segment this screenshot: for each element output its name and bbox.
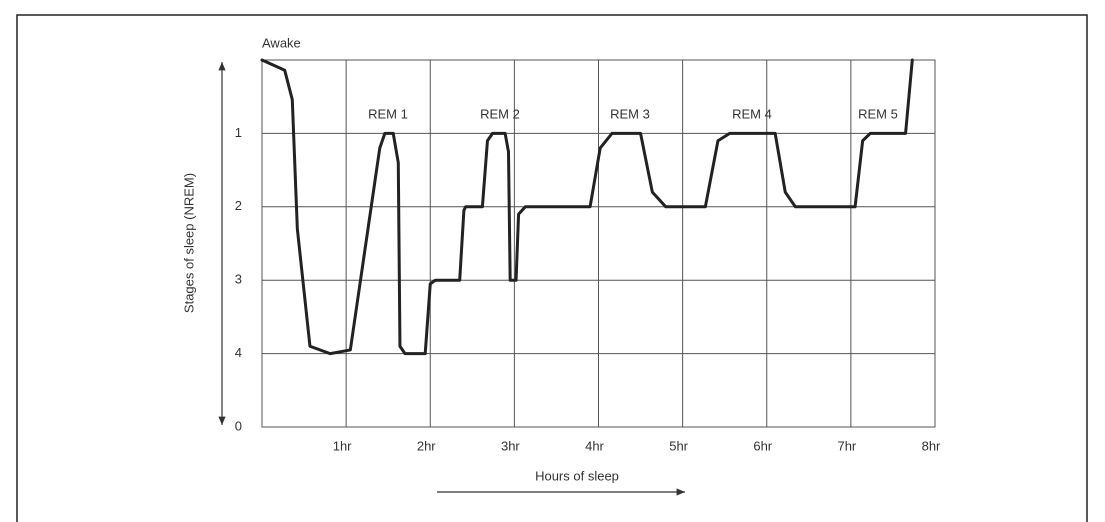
- y-tick-label: 2: [235, 198, 242, 213]
- y-tick-label: Awake: [262, 35, 301, 50]
- x-tick-label: 5hr: [669, 438, 688, 453]
- y-tick-label: 4: [235, 345, 242, 360]
- annotation: REM 1: [368, 106, 408, 121]
- x-axis-label: Hours of sleep: [535, 468, 619, 483]
- x-tick-label: 1hr: [333, 438, 352, 453]
- annotation: REM 2: [480, 106, 520, 121]
- x-tick-label: 3hr: [501, 438, 520, 453]
- annotation: REM 4: [732, 106, 772, 121]
- y-axis-label: Stages of sleep (NREM): [181, 173, 196, 313]
- annotation: REM 3: [610, 106, 650, 121]
- annotation: REM 5: [858, 106, 898, 121]
- frame: [16, 14, 1088, 522]
- x-tick-label: 4hr: [585, 438, 604, 453]
- x-tick-label: 2hr: [417, 438, 436, 453]
- y-tick-label: 1: [235, 125, 242, 140]
- y-tick-label: 0: [235, 418, 242, 433]
- x-tick-label: 7hr: [837, 438, 856, 453]
- x-tick-label: 6hr: [753, 438, 772, 453]
- x-tick-label: 8hr: [922, 438, 941, 453]
- y-tick-label: 3: [235, 272, 242, 287]
- sleep-line: [260, 58, 914, 356]
